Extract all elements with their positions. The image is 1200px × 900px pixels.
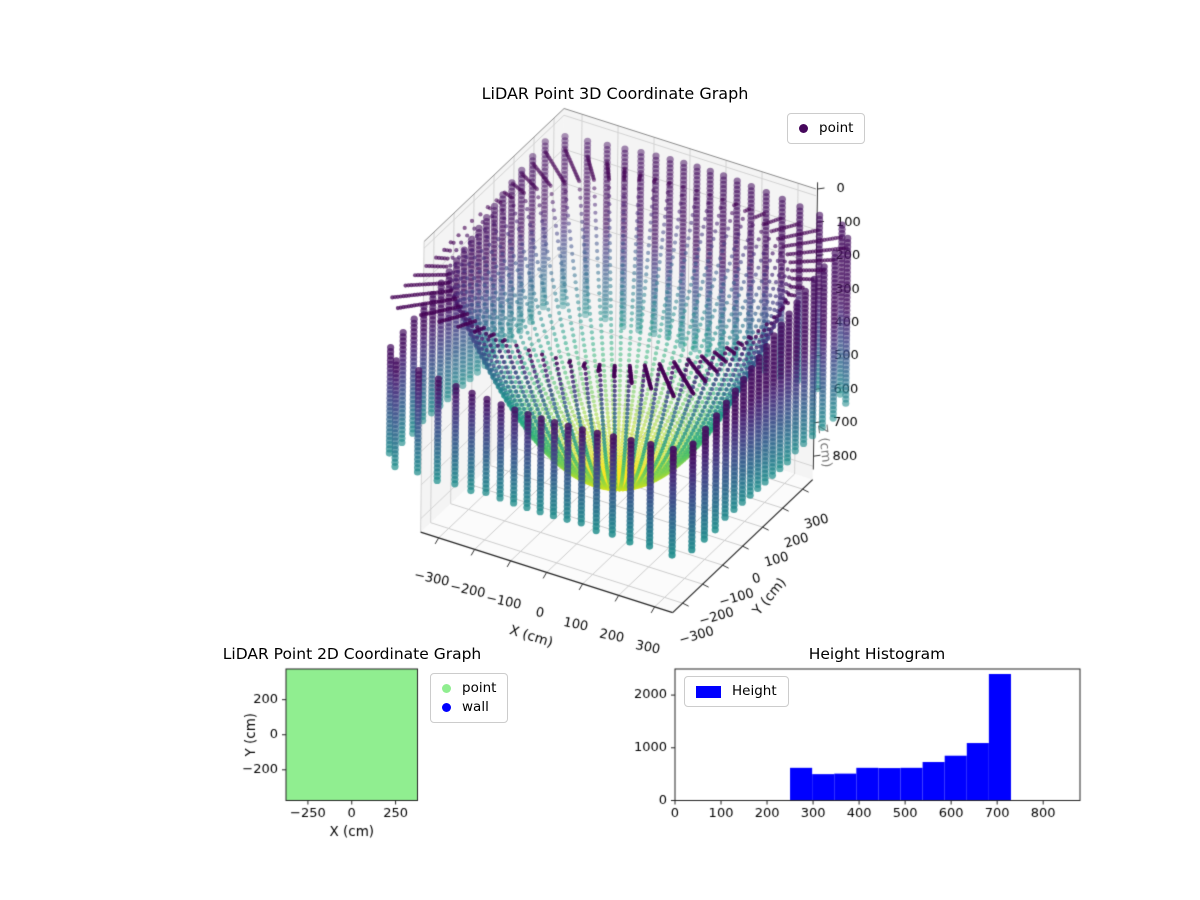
hist-title: Height Histogram: [808, 645, 946, 663]
point-marker-icon: [442, 684, 451, 693]
legend-item: wall: [442, 698, 496, 717]
plot3d-legend: point: [787, 113, 866, 144]
legend-label: Height: [732, 683, 777, 699]
plot2d-title: LiDAR Point 2D Coordinate Graph: [222, 645, 482, 663]
legend-label: wall: [462, 699, 489, 715]
plot2d-legend: point wall: [430, 673, 509, 723]
point-marker-icon: [799, 124, 808, 133]
legend-label: point: [819, 120, 854, 136]
plot3d-title: LiDAR Point 3D Coordinate Graph: [481, 84, 749, 103]
legend-label: point: [462, 680, 497, 696]
legend-item: point: [442, 679, 496, 698]
hist-legend: Height: [684, 676, 789, 707]
legend-item: point: [799, 119, 853, 138]
wall-marker-icon: [442, 703, 451, 712]
height-patch-icon: [696, 685, 721, 698]
legend-item: Height: [696, 682, 777, 701]
